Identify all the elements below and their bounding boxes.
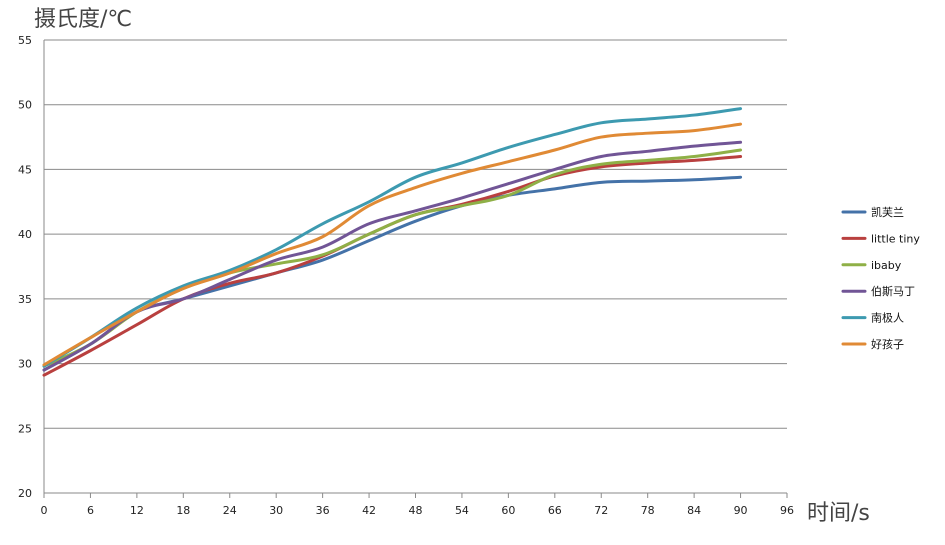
legend-label: 凯芙兰: [871, 205, 904, 219]
y-tick-label: 25: [18, 422, 32, 435]
y-tick-label: 35: [18, 293, 32, 306]
x-axis-title: 时间/s: [807, 501, 870, 526]
y-tick-label: 45: [18, 163, 32, 176]
x-tick-label: 66: [548, 504, 562, 517]
x-tick-label: 42: [362, 504, 376, 517]
y-tick-label: 40: [18, 228, 32, 241]
x-tick-label: 30: [269, 504, 283, 517]
axes: 20 25 30 35 40 45 50 55 0 6 12 18 24 30 36 42 48 54 60 66 72…: [18, 34, 794, 517]
x-tick-label: 6: [87, 504, 94, 517]
legend-label: 好孩子: [871, 337, 904, 351]
x-tick-label: 36: [316, 504, 330, 517]
legend-label: 伯斯马丁: [871, 284, 915, 298]
legend-label: little tiny: [871, 232, 920, 245]
x-tick-label: 78: [641, 504, 655, 517]
x-tick-label: 96: [780, 504, 794, 517]
x-tick-label: 24: [223, 504, 237, 517]
x-tick-label: 54: [455, 504, 469, 517]
x-tick-label: 72: [594, 504, 608, 517]
x-tick-label: 90: [734, 504, 748, 517]
y-tick-label: 20: [18, 487, 32, 500]
legend-label: ibaby: [871, 259, 902, 272]
series-line: [42, 107, 743, 368]
y-tick-label: 50: [18, 99, 32, 112]
series-lines: [42, 107, 743, 377]
legend-label: 南极人: [871, 311, 904, 325]
series-line: [42, 122, 743, 367]
series-line: [42, 140, 743, 372]
y-axis-title: 摄氏度/℃: [34, 7, 132, 32]
y-tick-label: 55: [18, 34, 32, 47]
x-tick-label: 84: [687, 504, 701, 517]
y-tick-label: 30: [18, 358, 32, 371]
x-tick-label: 48: [409, 504, 423, 517]
series-line: [42, 175, 743, 372]
x-tick-label: 0: [41, 504, 48, 517]
gridlines: [44, 39, 787, 494]
x-tick-label: 60: [501, 504, 515, 517]
x-tick-label: 18: [176, 504, 190, 517]
x-tick-label: 12: [130, 504, 144, 517]
